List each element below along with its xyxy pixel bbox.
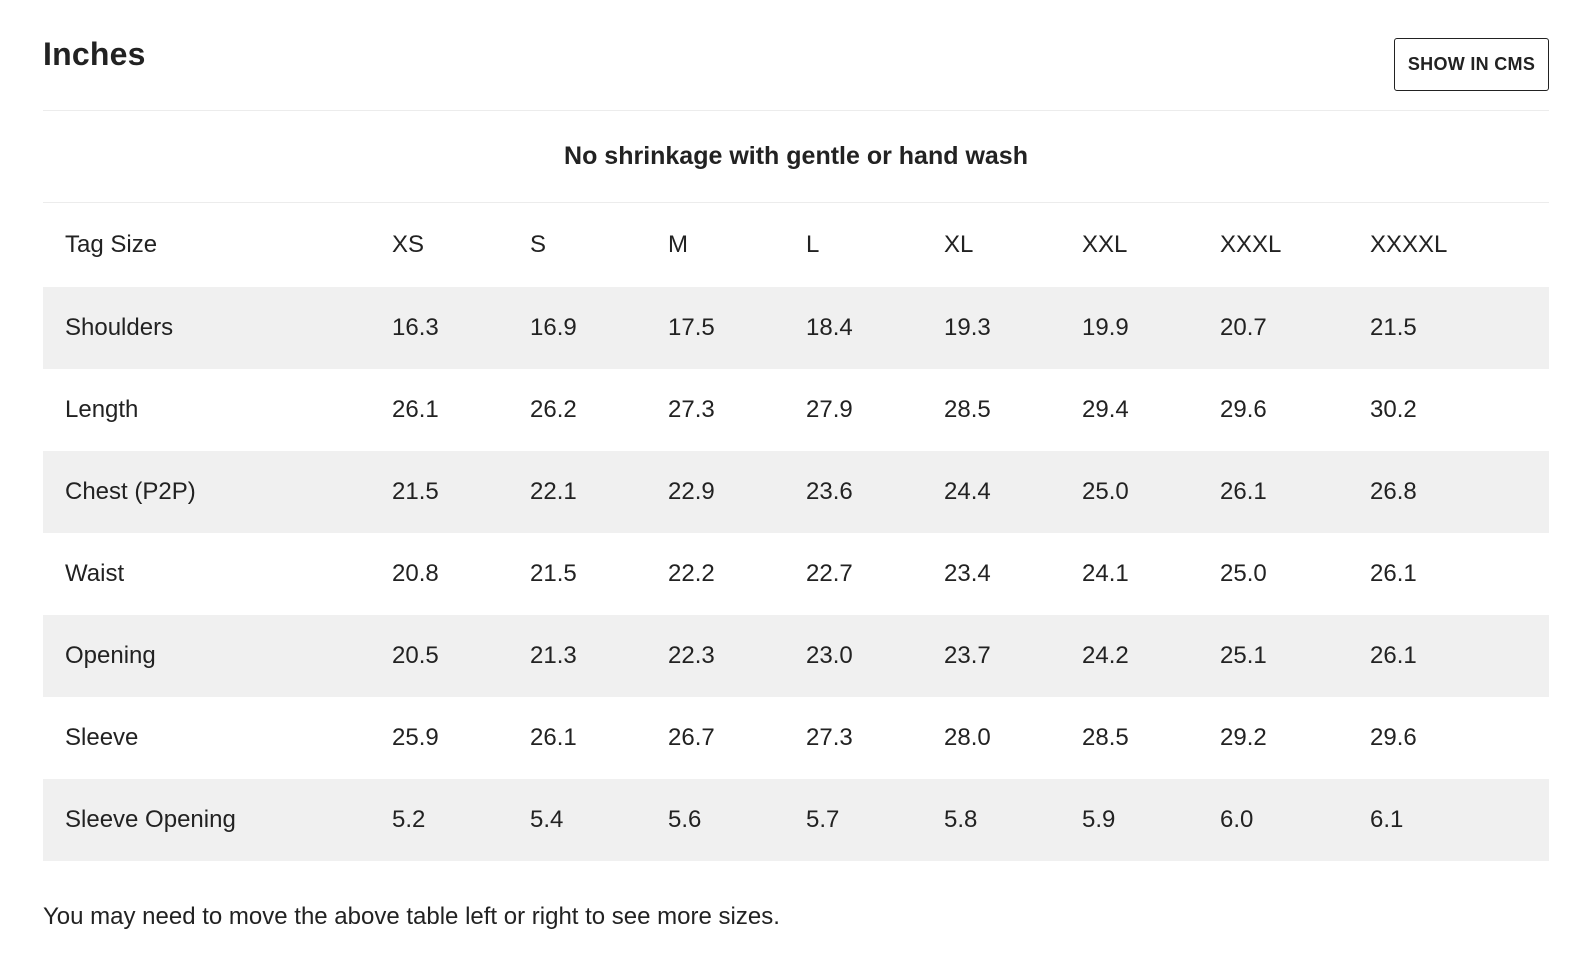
measurement-value: 6.1 bbox=[1370, 806, 1404, 833]
care-note-row: No shrinkage with gentle or hand wash bbox=[43, 111, 1549, 203]
tag-size-header: Tag Size bbox=[65, 231, 158, 258]
table-row: Waist 20.8 21.5 22.2 22.7 23.4 24.1 25.0 26.1 bbox=[43, 533, 1549, 615]
measurement-value: 22.9 bbox=[668, 478, 715, 505]
size-header: XS bbox=[392, 231, 425, 258]
measurement-value: 25.0 bbox=[1082, 478, 1129, 505]
measurement-label: Chest (P2P) bbox=[65, 478, 196, 505]
size-header: XXXL bbox=[1220, 231, 1282, 258]
measurement-label: Waist bbox=[65, 560, 125, 587]
measurement-value: 23.4 bbox=[944, 560, 991, 587]
section-title: Inches bbox=[43, 36, 146, 72]
measurement-value: 24.2 bbox=[1082, 642, 1129, 669]
show-in-cms-button[interactable]: SHOW IN CMS bbox=[1394, 38, 1549, 91]
scroll-hint: You may need to move the above table lef… bbox=[43, 903, 780, 930]
measurement-value: 5.7 bbox=[806, 806, 840, 833]
measurement-value: 23.0 bbox=[806, 642, 853, 669]
measurement-value: 27.9 bbox=[806, 396, 853, 423]
measurement-value: 25.0 bbox=[1220, 560, 1267, 587]
measurement-value: 26.1 bbox=[1370, 560, 1417, 587]
measurement-value: 20.5 bbox=[392, 642, 439, 669]
size-table-body: Tag Size XS S M L XL XXL XXXL XXXXL Shou… bbox=[43, 203, 1549, 861]
care-note: No shrinkage with gentle or hand wash bbox=[564, 142, 1028, 170]
measurement-value: 16.3 bbox=[392, 314, 439, 341]
measurement-value: 5.8 bbox=[944, 806, 978, 833]
measurement-value: 25.9 bbox=[392, 724, 439, 751]
table-row: Opening 20.5 21.3 22.3 23.0 23.7 24.2 25.1 26.1 bbox=[43, 615, 1549, 697]
measurement-value: 29.2 bbox=[1220, 724, 1267, 751]
measurement-value: 28.0 bbox=[944, 724, 991, 751]
measurement-value: 30.2 bbox=[1370, 396, 1417, 423]
measurement-label: Opening bbox=[65, 642, 156, 669]
measurement-value: 29.6 bbox=[1220, 396, 1267, 423]
measurement-value: 17.5 bbox=[668, 314, 715, 341]
measurement-value: 20.8 bbox=[392, 560, 439, 587]
table-row: Sleeve Opening 5.2 5.4 5.6 5.7 5.8 5.9 6.0 6.1 bbox=[43, 779, 1549, 861]
measurement-value: 22.3 bbox=[668, 642, 715, 669]
measurement-value: 28.5 bbox=[1082, 724, 1129, 751]
measurement-value: 22.1 bbox=[530, 478, 577, 505]
measurement-value: 5.9 bbox=[1082, 806, 1116, 833]
measurement-value: 26.7 bbox=[668, 724, 715, 751]
size-header: XXXXL bbox=[1370, 231, 1448, 258]
measurement-value: 27.3 bbox=[806, 724, 853, 751]
table-header-row: Tag Size XS S M L XL XXL XXXL XXXXL bbox=[43, 203, 1549, 287]
measurement-value: 28.5 bbox=[944, 396, 991, 423]
measurement-value: 5.4 bbox=[530, 806, 564, 833]
measurement-value: 26.1 bbox=[392, 396, 439, 423]
size-header: XL bbox=[944, 231, 974, 258]
measurement-value: 26.8 bbox=[1370, 478, 1417, 505]
measurement-value: 26.2 bbox=[530, 396, 577, 423]
measurement-value: 29.6 bbox=[1370, 724, 1417, 751]
size-chart-header: Inches SHOW IN CMS bbox=[43, 30, 1549, 111]
measurement-value: 6.0 bbox=[1220, 806, 1254, 833]
measurement-value: 26.1 bbox=[1370, 642, 1417, 669]
measurement-value: 21.5 bbox=[530, 560, 577, 587]
measurement-value: 29.4 bbox=[1082, 396, 1129, 423]
measurement-value: 26.1 bbox=[530, 724, 577, 751]
measurement-value: 23.6 bbox=[806, 478, 853, 505]
size-header: M bbox=[668, 231, 688, 258]
measurement-value: 16.9 bbox=[530, 314, 577, 341]
measurement-value: 22.7 bbox=[806, 560, 853, 587]
measurement-value: 24.1 bbox=[1082, 560, 1129, 587]
table-row: Shoulders 16.3 16.9 17.5 18.4 19.3 19.9 20.7 21.… bbox=[43, 287, 1549, 369]
measurement-value: 21.3 bbox=[530, 642, 577, 669]
measurement-value: 26.1 bbox=[1220, 478, 1267, 505]
measurement-value: 21.5 bbox=[392, 478, 439, 505]
measurement-value: 5.6 bbox=[668, 806, 702, 833]
measurement-value: 21.5 bbox=[1370, 314, 1417, 341]
measurement-label: Shoulders bbox=[65, 314, 174, 341]
measurement-value: 23.7 bbox=[944, 642, 991, 669]
measurement-value: 22.2 bbox=[668, 560, 715, 587]
table-row: Sleeve 25.9 26.1 26.7 27.3 28.0 28.5 29.2 29.6 bbox=[43, 697, 1549, 779]
measurement-value: 18.4 bbox=[806, 314, 853, 341]
size-header: L bbox=[806, 231, 820, 258]
table-row: Length 26.1 26.2 27.3 27.9 28.5 29.4 29.6 30.2 bbox=[43, 369, 1549, 451]
measurement-value: 27.3 bbox=[668, 396, 715, 423]
size-header: XXL bbox=[1082, 231, 1128, 258]
measurement-value: 25.1 bbox=[1220, 642, 1267, 669]
measurement-label: Sleeve Opening bbox=[65, 806, 236, 833]
measurement-label: Length bbox=[65, 396, 139, 423]
size-table[interactable]: Tag Size XS S M L XL XXL XXXL XXXXL Shou… bbox=[43, 203, 1549, 861]
measurement-value: 19.9 bbox=[1082, 314, 1129, 341]
measurement-value: 20.7 bbox=[1220, 314, 1267, 341]
measurement-label: Sleeve bbox=[65, 724, 139, 751]
table-row: Chest (P2P) 21.5 22.1 22.9 23.6 24.4 25.0 26.1 2… bbox=[43, 451, 1549, 533]
measurement-value: 19.3 bbox=[944, 314, 991, 341]
measurement-value: 24.4 bbox=[944, 478, 991, 505]
measurement-value: 5.2 bbox=[392, 806, 426, 833]
size-header: S bbox=[530, 231, 547, 258]
